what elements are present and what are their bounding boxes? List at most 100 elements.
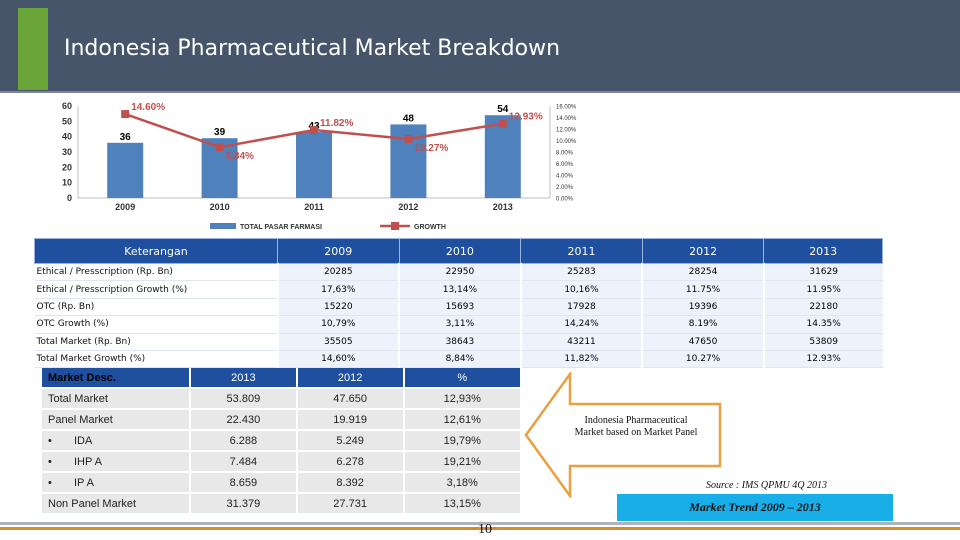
table-cell: 38643 (398, 333, 521, 351)
table-row: Total Market Growth (%) 14,60% 8,84% 11,… (34, 350, 883, 369)
table-cell: 31.379 (191, 494, 296, 513)
table-cell: 19,21% (404, 452, 520, 471)
growth-point (404, 134, 413, 143)
table-cell: 31629 (762, 263, 883, 282)
table-row: Total Market (Rp. Bn) 35505 38643 43211 … (34, 333, 883, 351)
table-cell: 6.278 (297, 452, 403, 471)
table-cell: 20285 (276, 263, 400, 282)
bullet-icon: • (48, 476, 52, 489)
table-cell: 12.93% (762, 350, 883, 369)
market-panel-table: Market Desc. 2013 2012 % Total Market 53… (40, 366, 522, 515)
table-cell: 14.35% (762, 315, 883, 334)
table-row: Total Market 53.809 47.650 12,93% (42, 389, 520, 408)
left-arrow-icon (524, 372, 722, 498)
bar-data-label: 54 (497, 104, 509, 115)
row-label: IHP A (74, 455, 102, 468)
legend-line-marker (391, 222, 399, 230)
table-row: Ethical / Presscription (Rp. Bn) 20285 2… (34, 263, 883, 282)
row-label-cell: • IHP A (42, 452, 189, 471)
table-cell: 53809 (762, 333, 883, 351)
bar (484, 115, 521, 198)
source-note: Source : IMS QPMU 4Q 2013 (706, 480, 827, 491)
table-row: OTC (Rp. Bn) 15220 15693 17928 19396 221… (34, 298, 883, 317)
table-cell: 8.392 (297, 473, 403, 492)
x-tick-label: 2010 (210, 202, 230, 212)
x-tick-label: 2009 (115, 202, 135, 212)
bullet-icon: • (48, 434, 52, 447)
page-title: Indonesia Pharmaceutical Market Breakdow… (64, 36, 561, 61)
table-cell: 12,93% (404, 389, 520, 408)
callout-line: Indonesia Pharmaceutical (584, 415, 688, 426)
row-label: Total Market (42, 389, 189, 408)
table-cell: 28254 (641, 263, 764, 282)
table-row: OTC Growth (%) 10,79% 3,11% 14,24% 8.19%… (34, 315, 883, 334)
market-breakdown-table: Keterangan 2009 2010 2011 2012 2013 Ethi… (34, 238, 883, 369)
left-tick-label: 60 (62, 101, 72, 111)
table-cell: 11.95% (762, 280, 883, 299)
table-cell: 25283 (519, 263, 643, 282)
column-header: 2009 (277, 238, 400, 264)
left-tick-label: 10 (62, 178, 72, 188)
table-cell: 7.484 (191, 452, 296, 471)
table-cell: 11,82% (519, 350, 643, 369)
table-header-row: Market Desc. 2013 2012 % (42, 368, 520, 387)
right-tick-label: 2.00% (556, 185, 574, 191)
growth-point (498, 119, 507, 128)
table-cell: 35505 (276, 333, 400, 351)
bar (107, 142, 144, 198)
legend-bar-swatch (210, 223, 236, 229)
table-cell: 10,16% (519, 280, 643, 299)
table-cell: 3,18% (404, 473, 520, 492)
table-cell: 19,79% (404, 431, 520, 450)
column-header: 2012 (297, 368, 403, 387)
row-label: Ethical / Presscription Growth (%) (34, 280, 278, 299)
callout-text: Indonesia Pharmaceutical Market based on… (566, 415, 706, 439)
row-label: IP A (74, 476, 94, 489)
growth-data-label: 12.93% (509, 112, 543, 123)
growth-point (121, 110, 130, 119)
row-label: OTC (Rp. Bn) (34, 298, 278, 317)
column-header: % (404, 368, 520, 387)
table-cell: 17928 (519, 298, 643, 317)
table-row: • IP A 8.659 8.392 3,18% (42, 473, 520, 492)
bar-data-label: 48 (403, 113, 415, 124)
table-cell: 43211 (519, 333, 643, 351)
legend-line-label: GROWTH (414, 224, 446, 231)
table-cell: 19.919 (297, 410, 403, 429)
right-tick-label: 4.00% (556, 174, 574, 180)
growth-data-label: 8.84% (226, 151, 254, 162)
table-cell: 22.430 (191, 410, 296, 429)
market-chart: 0 10 20 30 40 50 60 0.00% 2.00% 4.00% 6.00% 8.00% 10… (62, 101, 577, 231)
table-row: Non Panel Market 31.379 27.731 13,15% (42, 494, 520, 513)
row-label: Non Panel Market (42, 494, 189, 513)
table-cell: 17,63% (276, 280, 400, 299)
left-tick-label: 30 (62, 147, 72, 157)
table-cell: 11.75% (641, 280, 764, 299)
table-cell: 47.650 (297, 389, 403, 408)
growth-data-label: 11.82% (320, 118, 353, 129)
right-tick-label: 10.00% (556, 139, 577, 145)
table-cell: 8,84% (398, 350, 521, 369)
header-divider (0, 91, 960, 93)
table-cell: 10.27% (641, 350, 764, 369)
column-header: 2010 (398, 238, 522, 264)
row-label: IDA (74, 434, 93, 447)
table-header-row: Keterangan 2009 2010 2011 2012 2013 (34, 238, 883, 264)
market-trend-banner: Market Trend 2009 – 2013 (617, 494, 893, 521)
table-cell: 12,61% (404, 410, 520, 429)
table-row: Panel Market 22.430 19.919 12,61% (42, 410, 520, 429)
column-header: 2012 (641, 238, 765, 264)
bar-data-label: 39 (214, 127, 226, 138)
x-tick-label: 2013 (493, 202, 513, 212)
table-cell: 47650 (641, 333, 764, 351)
growth-data-label: 10.27% (414, 143, 448, 154)
x-tick-label: 2012 (398, 202, 418, 212)
header-bar (0, 0, 960, 92)
row-label: OTC Growth (%) (34, 315, 278, 334)
column-header: 2011 (520, 238, 643, 264)
table-cell: 22950 (398, 263, 521, 282)
growth-point (310, 126, 318, 135)
row-label: Panel Market (42, 410, 189, 429)
table-cell: 22180 (762, 298, 883, 317)
bar (296, 132, 332, 198)
